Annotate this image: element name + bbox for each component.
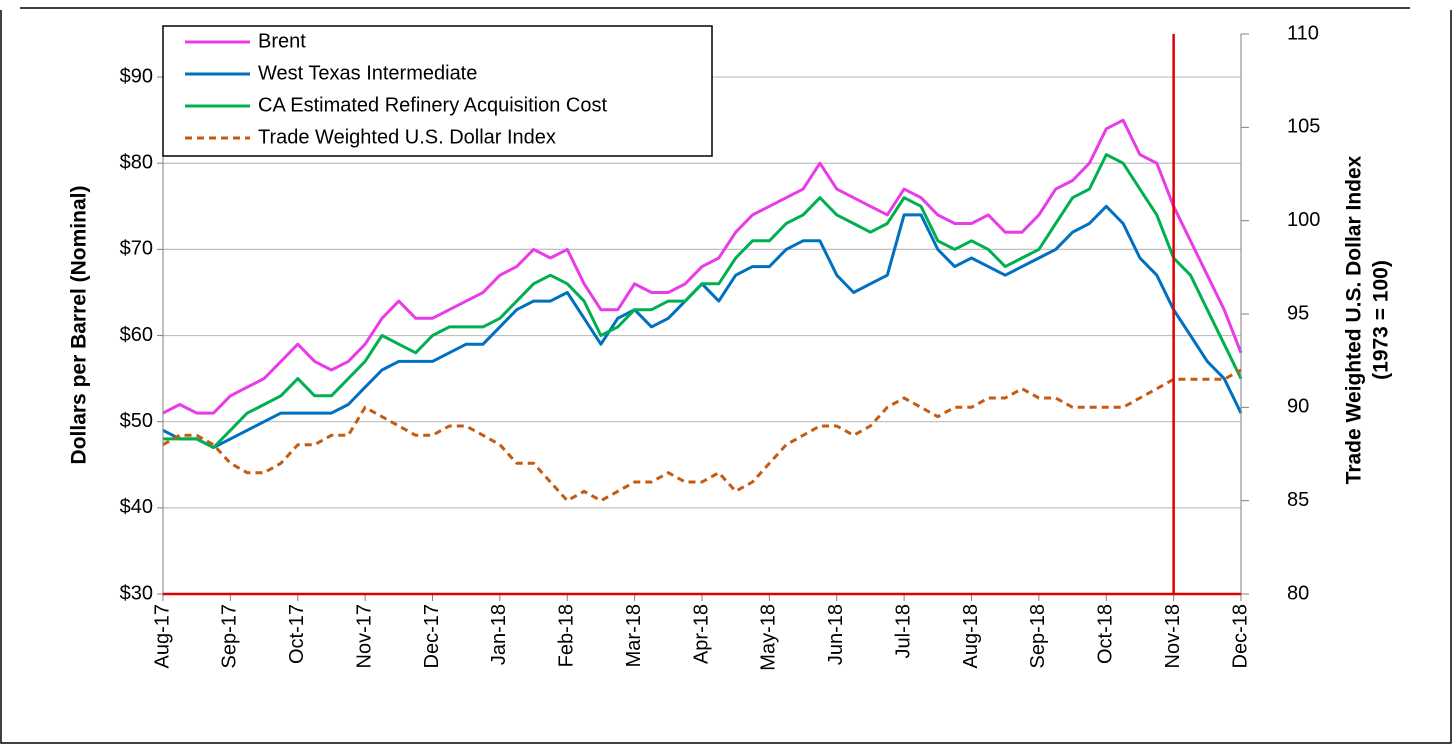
y2-tick-label: 110: [1287, 22, 1319, 44]
series-line: [163, 153, 1243, 449]
y2-axis-title: Trade Weighted U.S. Dollar Index: [1343, 155, 1366, 484]
axes: $30 $40 $50 $60 $70 $80 $90 80 85 90 95 100 105 110 Au…: [120, 22, 1321, 670]
legend: Brent West Texas Intermediate CA Estimated…: [162, 25, 713, 157]
y2-tick-label: 100: [1287, 209, 1320, 231]
x-tick-label: Jan-18: [488, 604, 510, 665]
frame-gap: [1410, 0, 1452, 10]
x-tick-label: Nov-17: [353, 604, 375, 668]
plot: [162, 118, 1243, 503]
series-line: [162, 118, 1243, 415]
y2-tick-label: 90: [1287, 396, 1309, 418]
legend-label: Brent: [258, 30, 306, 52]
y-tick-label: $90: [120, 65, 153, 87]
frame: [0, 7, 1452, 744]
x-tick-label: Nov-18: [1162, 604, 1184, 668]
x-tick-label: Aug-18: [960, 604, 982, 669]
y-tick-label: $30: [120, 582, 153, 604]
series-line: [162, 368, 1242, 503]
y2-tick-label: 85: [1287, 489, 1309, 511]
y2-tick-label: 105: [1287, 116, 1320, 138]
y-tick-label: $70: [120, 238, 153, 260]
y-tick-label: $80: [120, 152, 153, 174]
legend-label: West Texas Intermediate: [258, 62, 477, 84]
legend-label: CA Estimated Refinery Acquisition Cost: [258, 94, 607, 116]
x-tick-label: Sep-18: [1027, 604, 1049, 669]
x-tick-label: Apr-18: [690, 604, 712, 664]
y2-tick-label: 95: [1287, 302, 1309, 324]
legend-label: Trade Weighted U.S. Dollar Index: [258, 126, 556, 148]
y-axis-title: Dollars per Barrel (Nominal): [68, 186, 91, 465]
x-tick-label: May-18: [758, 604, 780, 671]
x-tick-label: Aug-17: [151, 604, 173, 669]
legend-box: [162, 25, 713, 157]
x-tick-label: Mar-18: [623, 604, 645, 667]
x-tick-label: Oct-18: [1095, 604, 1117, 664]
y-tick-label: $50: [120, 410, 153, 432]
x-tick-label: Jul-18: [892, 604, 914, 658]
x-tick-label: Dec-17: [421, 604, 443, 668]
y2-axis-title: (1973 = 100): [1370, 260, 1393, 380]
x-tick-label: Sep-17: [219, 604, 241, 669]
y-tick-label: $40: [120, 496, 153, 518]
series-line: [162, 204, 1243, 449]
x-tick-label: Jun-18: [825, 604, 847, 665]
x-tick-label: Feb-18: [556, 604, 578, 667]
y2-tick-label: 80: [1287, 582, 1309, 604]
y-tick-label: $60: [120, 324, 153, 346]
frame-gap: [0, 0, 20, 10]
x-tick-label: Oct-17: [286, 604, 308, 664]
x-tick-label: Dec-18: [1229, 604, 1251, 668]
